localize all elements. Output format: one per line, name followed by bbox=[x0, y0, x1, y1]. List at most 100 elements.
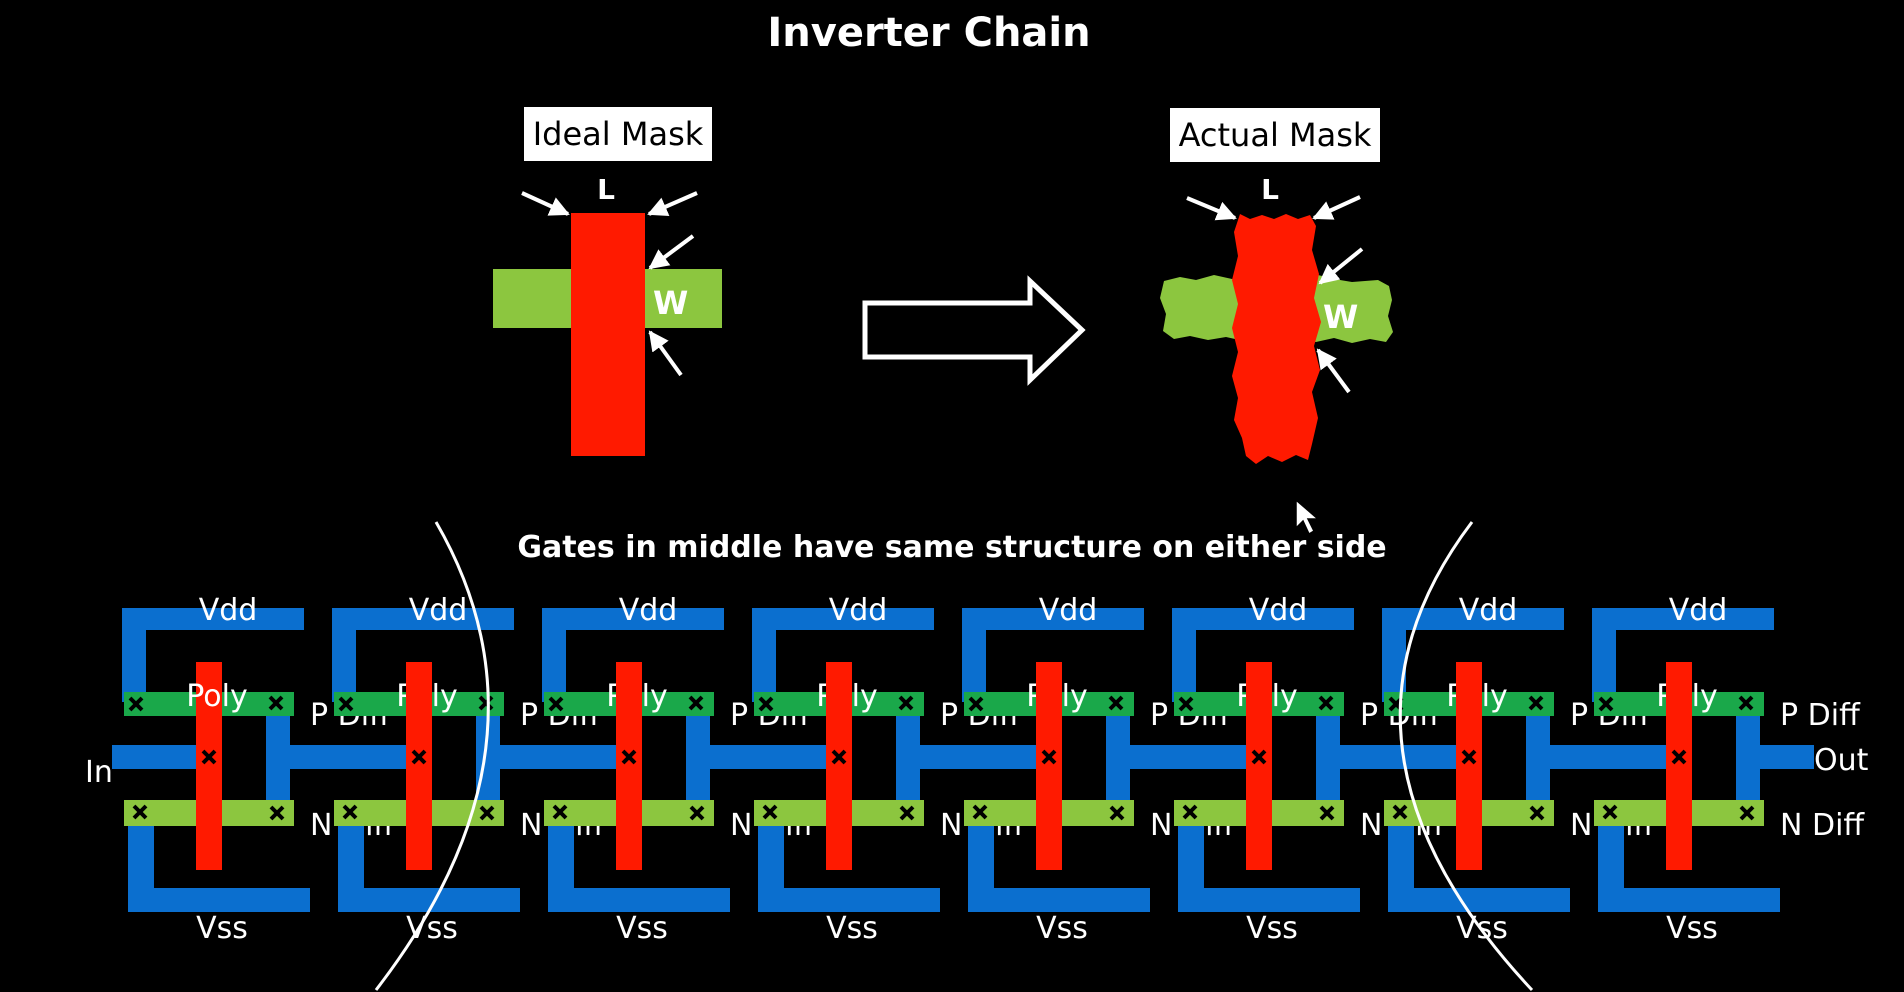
contact-icon bbox=[831, 749, 847, 765]
contact-icon bbox=[1739, 805, 1755, 821]
vdd-rail bbox=[962, 608, 1144, 630]
stage-link-wire bbox=[482, 745, 632, 769]
vss-rise bbox=[128, 810, 154, 912]
contact-icon bbox=[1461, 749, 1477, 765]
n-diff-label: N Diff bbox=[1780, 808, 1865, 843]
contact-icon bbox=[479, 805, 495, 821]
transform-arrow-icon bbox=[862, 275, 1086, 386]
vss-rise bbox=[968, 810, 994, 912]
vdd-label: Vdd bbox=[409, 593, 468, 628]
actual-length-arrow-right bbox=[1312, 195, 1361, 220]
contact-icon bbox=[1319, 805, 1335, 821]
vss-label: Vss bbox=[1246, 911, 1298, 946]
vdd-rail bbox=[122, 608, 304, 630]
stage-link-wire bbox=[902, 745, 1052, 769]
vdd-rail bbox=[1382, 608, 1564, 630]
contact-icon bbox=[342, 804, 358, 820]
contact-icon bbox=[762, 804, 778, 820]
stage-link-wire bbox=[1322, 745, 1472, 769]
contact-icon bbox=[1251, 749, 1267, 765]
chain-output-label: Out bbox=[1814, 743, 1869, 778]
contact-icon bbox=[1671, 749, 1687, 765]
contact-icon bbox=[1529, 805, 1545, 821]
vdd-drop bbox=[1592, 608, 1616, 702]
poly-gate bbox=[616, 662, 642, 870]
vdd-drop bbox=[752, 608, 776, 702]
contact-icon bbox=[1528, 695, 1544, 711]
poly-gate bbox=[406, 662, 432, 870]
poly-label: Poly bbox=[186, 679, 247, 714]
contact-icon bbox=[758, 696, 774, 712]
contact-icon bbox=[1318, 695, 1334, 711]
vss-rail bbox=[968, 888, 1150, 912]
contact-icon bbox=[1041, 749, 1057, 765]
vss-rise bbox=[1178, 810, 1204, 912]
vss-rise bbox=[1388, 810, 1414, 912]
poly-gate bbox=[1456, 662, 1482, 870]
contact-icon bbox=[1738, 695, 1754, 711]
vss-rail bbox=[758, 888, 940, 912]
actual-poly-gate bbox=[1232, 214, 1321, 464]
poly-gate bbox=[1036, 662, 1062, 870]
pointer-icon bbox=[1295, 498, 1321, 536]
left-boundary-arc bbox=[374, 521, 490, 991]
contact-icon bbox=[1392, 804, 1408, 820]
poly-gate bbox=[196, 662, 222, 870]
chain-note: Gates in middle have same structure on e… bbox=[517, 530, 1386, 565]
ideal-mask-label-box bbox=[524, 107, 712, 161]
contact-icon bbox=[899, 805, 915, 821]
contact-icon bbox=[621, 749, 637, 765]
vss-rail bbox=[548, 888, 730, 912]
actual-width-arrow-top bbox=[1318, 247, 1364, 285]
vss-rail bbox=[1388, 888, 1570, 912]
contact-icon bbox=[1182, 804, 1198, 820]
ideal-mask-label: Ideal Mask bbox=[533, 115, 704, 153]
contact-icon bbox=[898, 695, 914, 711]
vss-label: Vss bbox=[196, 911, 248, 946]
vss-rail bbox=[128, 888, 310, 912]
actual-length-label: L bbox=[1261, 173, 1279, 206]
vdd-drop bbox=[122, 608, 146, 702]
ideal-poly-gate bbox=[571, 213, 645, 456]
stage-link-wire bbox=[1532, 745, 1682, 769]
contact-icon bbox=[268, 695, 284, 711]
chain-output-wire bbox=[1742, 745, 1814, 769]
actual-mask-figure: Actual Mask L W bbox=[1160, 108, 1393, 464]
contact-icon bbox=[1178, 696, 1194, 712]
vdd-rail bbox=[542, 608, 724, 630]
contact-icon bbox=[1108, 695, 1124, 711]
vdd-label: Vdd bbox=[619, 593, 678, 628]
vdd-drop bbox=[962, 608, 986, 702]
vss-rail bbox=[1178, 888, 1360, 912]
contact-icon bbox=[968, 696, 984, 712]
vss-rise bbox=[758, 810, 784, 912]
stage-link-wire bbox=[272, 745, 422, 769]
contact-icon bbox=[548, 696, 564, 712]
contact-icon bbox=[128, 696, 144, 712]
vss-rise bbox=[548, 810, 574, 912]
poly-gate bbox=[1666, 662, 1692, 870]
vdd-rail bbox=[1172, 608, 1354, 630]
actual-mask-label-box bbox=[1170, 108, 1380, 162]
vss-label: Vss bbox=[826, 911, 878, 946]
contact-icon bbox=[1598, 696, 1614, 712]
right-boundary-arc bbox=[1398, 521, 1534, 992]
ideal-width-label: W bbox=[653, 284, 688, 322]
ideal-length-label: L bbox=[597, 173, 615, 206]
contact-icon bbox=[201, 749, 217, 765]
actual-width-arrow-bottom bbox=[1316, 348, 1351, 394]
p-diff-label: P Diff bbox=[1780, 698, 1861, 733]
vdd-rail bbox=[332, 608, 514, 630]
vss-label: Vss bbox=[1036, 911, 1088, 946]
ideal-width-arrow-bottom bbox=[648, 330, 683, 377]
contact-icon bbox=[1602, 804, 1618, 820]
contact-icon bbox=[689, 805, 705, 821]
vdd-label: Vdd bbox=[1249, 593, 1308, 628]
stage-link-wire bbox=[1112, 745, 1262, 769]
vdd-label: Vdd bbox=[199, 593, 258, 628]
vss-rail bbox=[1598, 888, 1780, 912]
actual-width-label: W bbox=[1323, 298, 1358, 336]
